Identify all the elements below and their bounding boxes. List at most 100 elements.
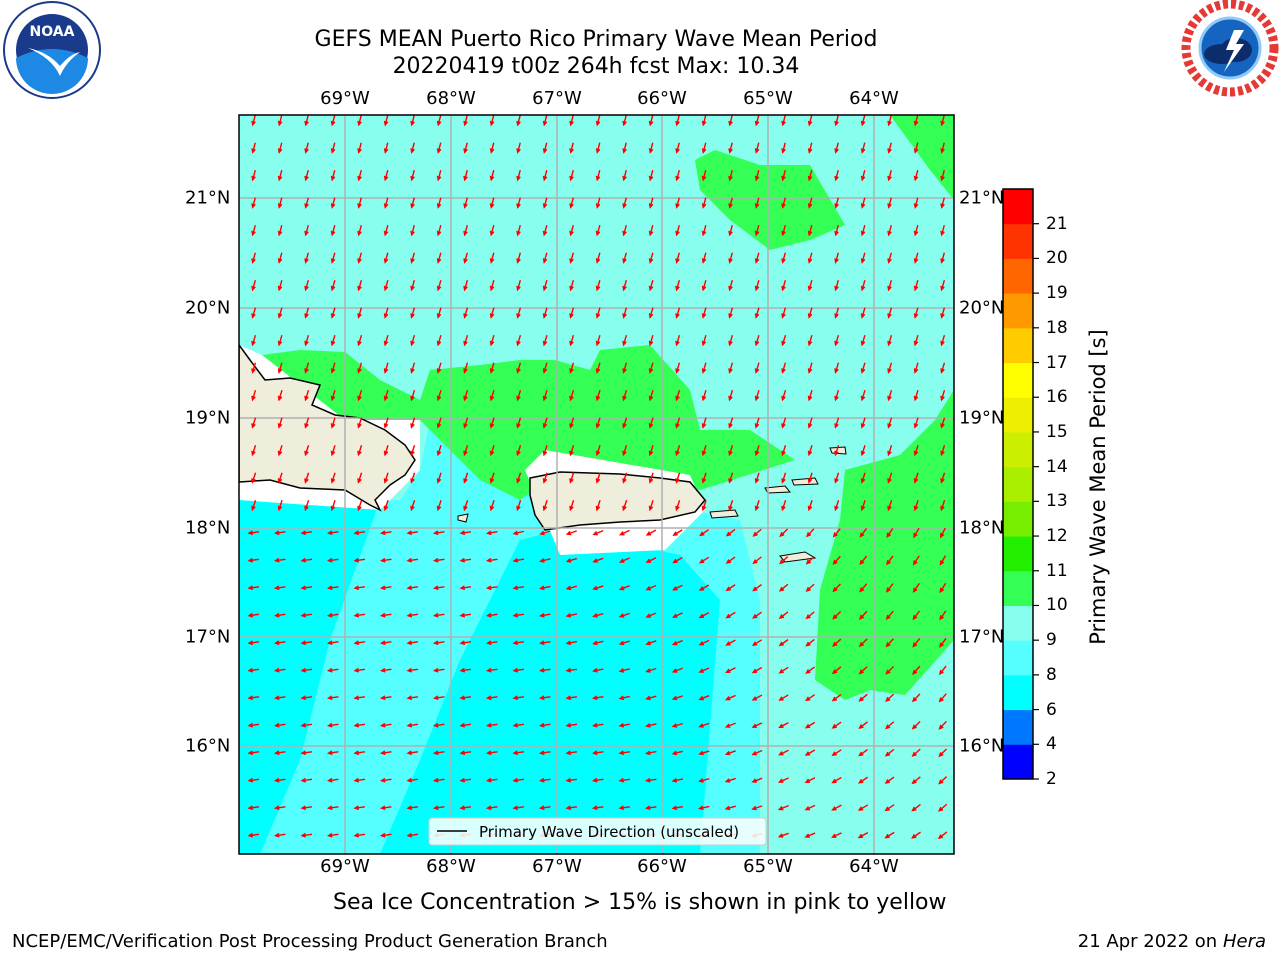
wave-arrow xyxy=(463,445,469,457)
wave-arrow xyxy=(379,722,392,728)
credit-date: 21 Apr 2022 on xyxy=(1077,931,1223,952)
wave-arrow xyxy=(516,142,521,154)
wave-arrow xyxy=(304,500,310,512)
lat-label-left: 18°N xyxy=(185,517,231,539)
wave-arrow xyxy=(592,640,604,646)
wave-arrow xyxy=(353,667,366,673)
wave-arrow xyxy=(913,252,919,264)
wave-arrow xyxy=(595,279,601,292)
colorbar-swatch xyxy=(1003,466,1033,502)
wave-arrow xyxy=(911,721,921,730)
wave-arrow xyxy=(807,224,813,237)
wave-arrow xyxy=(463,279,469,292)
wave-arrow xyxy=(304,472,310,484)
wave-arrow xyxy=(887,197,892,209)
wave-arrow xyxy=(804,777,816,784)
wave-arrow xyxy=(436,390,442,402)
wave-arrow xyxy=(463,500,469,512)
wave-arrow xyxy=(859,583,868,593)
wave-arrow xyxy=(273,530,286,536)
wave-arrow xyxy=(701,335,707,347)
colorbar-swatch xyxy=(1003,327,1033,364)
wave-arrow xyxy=(622,417,628,429)
wave-arrow xyxy=(251,307,257,319)
wave-arrow xyxy=(459,695,472,701)
wave-arrow xyxy=(410,252,416,264)
wave-arrow xyxy=(565,613,578,618)
wave-arrow xyxy=(913,417,919,429)
wave-arrow xyxy=(304,445,310,457)
wave-arrow xyxy=(781,197,786,209)
wave-arrow xyxy=(698,750,710,756)
wave-arrow xyxy=(330,335,336,347)
wave-arrow xyxy=(887,169,892,182)
wave-arrow xyxy=(353,722,366,728)
wave-arrow xyxy=(300,530,313,536)
wave-arrow xyxy=(436,472,442,484)
wave-arrow xyxy=(459,722,472,728)
wave-arrow xyxy=(485,777,498,783)
wave-arrow xyxy=(595,335,601,347)
wave-arrow xyxy=(436,335,442,347)
wave-arrow xyxy=(383,362,389,374)
wave-arrow xyxy=(247,585,260,591)
wave-arrow xyxy=(463,224,468,237)
wave-arrow xyxy=(273,832,286,838)
wave-arrow xyxy=(595,197,601,209)
wave-arrow xyxy=(911,831,921,839)
wave-arrow xyxy=(751,805,763,811)
wave-arrow xyxy=(834,197,839,209)
wave-arrow xyxy=(754,362,760,374)
wave-arrow xyxy=(595,169,601,182)
wave-arrow xyxy=(251,390,257,402)
wave-arrow xyxy=(569,224,574,237)
wave-arrow xyxy=(379,612,392,618)
wave-arrow xyxy=(273,667,286,673)
wave-arrow xyxy=(886,555,894,566)
wave-arrow xyxy=(251,197,256,209)
wave-arrow xyxy=(410,335,416,347)
wave-arrow xyxy=(489,224,495,237)
wave-arrow xyxy=(357,417,363,429)
wave-arrow xyxy=(326,585,339,591)
wave-arrow xyxy=(672,612,683,618)
wave-arrow xyxy=(913,307,919,319)
wave-arrow xyxy=(618,750,631,756)
wave-arrow xyxy=(357,390,363,402)
wave-arrow xyxy=(781,445,787,457)
wave-arrow xyxy=(725,667,736,673)
wave-arrow xyxy=(357,279,363,292)
wave-arrow xyxy=(432,530,445,536)
wave-arrow xyxy=(831,666,842,675)
colorbar-tick-label: 10 xyxy=(1046,595,1068,616)
wave-arrow xyxy=(728,252,734,264)
wave-arrow xyxy=(516,279,522,292)
wave-arrow xyxy=(754,115,760,127)
wave-arrow xyxy=(489,279,495,292)
wave-arrow xyxy=(645,695,657,701)
wave-arrow xyxy=(410,142,415,154)
wave-arrow xyxy=(489,390,495,402)
wave-arrow xyxy=(645,750,657,756)
wave-arrow xyxy=(834,224,839,237)
wave-arrow xyxy=(357,115,362,127)
wave-arrow xyxy=(463,307,469,319)
wave-arrow xyxy=(489,252,495,264)
wave-arrow xyxy=(353,557,366,563)
wave-arrow xyxy=(912,555,920,566)
wave-arrow xyxy=(383,335,389,347)
wave-arrow xyxy=(832,528,841,538)
wave-arrow xyxy=(379,805,392,811)
colorbar-swatch xyxy=(1003,709,1033,745)
wave-arrow xyxy=(432,805,445,811)
wave-arrow xyxy=(277,142,283,154)
wave-arrow xyxy=(675,362,681,374)
wave-arrow xyxy=(304,279,310,292)
wave-arrow xyxy=(463,169,468,182)
wave-arrow xyxy=(247,530,260,536)
wave-arrow xyxy=(884,748,895,757)
wave-arrow xyxy=(648,335,654,347)
wave-arrow xyxy=(569,362,575,374)
wave-arrow xyxy=(432,750,445,756)
wave-arrow xyxy=(406,557,419,563)
